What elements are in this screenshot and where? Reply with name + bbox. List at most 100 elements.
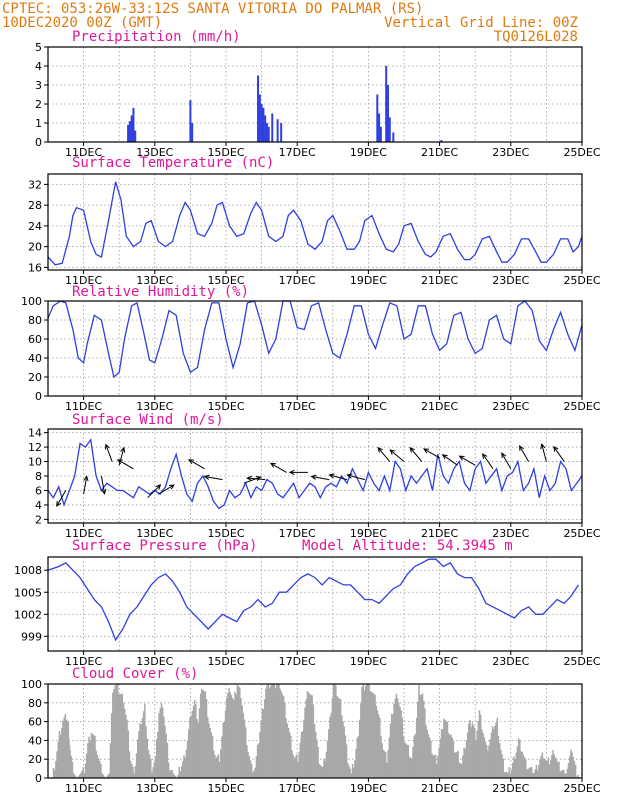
wind-arrow-shaft [377,447,391,462]
cloud-bar [336,696,338,778]
cloud-bar [444,720,446,778]
wind-arrow-shaft [519,445,530,462]
cloud-bar [140,724,143,778]
cloud-bar [134,766,137,778]
cloud-bar [275,684,278,778]
cloud-bar [513,756,515,778]
cloud-bar [417,701,419,778]
cloud-bar [382,749,385,778]
wind-arrow-head [56,501,62,508]
humidity-title: Relative Humidity (%) [72,284,249,300]
cloud-bar [322,766,324,778]
pressure-xtick-label: 17DEC [279,655,316,668]
cloud-bar [150,758,152,778]
temperature-xtick-label: 25DEC [563,274,600,287]
cloud-bar [445,721,448,778]
cloud-bar [428,737,431,778]
cloud-bar [443,718,445,778]
cloud-bar [539,759,541,778]
wind-arrow [501,452,512,470]
humidity-ytick-label: 80 [28,314,42,327]
humidity-ytick-label: 60 [28,333,42,346]
cloud-bar [520,751,522,778]
precipitation-xtick-label: 13DEC [136,146,173,159]
cloud-bar [116,684,119,778]
cloud-bar [106,776,108,778]
cloud-bar [229,692,232,778]
cloud-bar [413,735,415,778]
wind-arrow-head [540,443,546,450]
cloud-bar [163,716,165,778]
wind-arrow-head [246,475,253,482]
cloud-xtick-label: 19DEC [350,782,387,795]
cloud-bar [567,762,570,778]
precip-bar [376,94,379,142]
cloud-bar [234,691,236,778]
cloud-bar [491,726,494,778]
temperature-ytick-label: 24 [28,220,42,233]
cloud-bar [495,722,497,778]
cloud-bar [244,727,247,778]
pressure-xtick-label: 15DEC [207,655,244,668]
wind-xtick-label: 25DEC [563,527,600,540]
cloud-bar [113,689,115,778]
cloud-bar [431,753,433,778]
wind-arrow [147,484,162,499]
wind-arrow-head [120,446,126,453]
cloud-bar [235,694,237,778]
temperature-series-line [47,181,583,266]
wind-arrow-head [116,459,123,465]
cloud-bar [313,723,316,778]
precip-bar [264,115,267,142]
cloud-bar [326,740,329,778]
cloud-bar [572,757,574,778]
cloud-bar [534,769,537,778]
cloud-bar [265,688,267,778]
cloud-bar [320,766,323,778]
temperature-panel: 16 20 24 28 32 11DEC 13DEC 15DEC 17DEC 19DEC 21DEC… [28,173,601,287]
precipitation-xtick-label: 17DEC [279,146,316,159]
precipitation-ytick-label: 1 [35,117,42,130]
wind-ytick-label: 8 [35,470,42,483]
humidity-panel: 0 20 40 60 80 100 11DEC 13DEC 15DEC 17DEC 19DEC 21D… [21,295,601,413]
cloud-bar [142,711,145,778]
cloud-bar [519,739,521,778]
cloud-bar [364,685,367,778]
cloud-bar [521,751,523,778]
wind-arrow-head [83,475,89,482]
cloud-bar [242,713,245,778]
cloud-bar [446,721,449,778]
cloud-bar [432,755,434,778]
cloud-xtick-label: 21DEC [421,782,458,795]
cloud-bar [165,733,167,778]
cloud-bar [126,719,128,778]
cloud-bar [439,738,442,778]
cloud-bar [287,727,290,778]
cloud-bar [189,717,191,778]
cloud-bar [228,688,230,778]
cloud-bar [271,684,273,778]
wind-arrow-shaft [188,459,205,470]
cloud-bar [415,717,418,778]
wind-ytick-label: 2 [35,513,42,526]
wind-arrow [116,459,134,470]
cloud-bar [278,684,280,778]
precip-bar [271,113,274,142]
cloud-bar [309,693,311,778]
precip-bar [379,126,382,142]
cloud-bar [350,773,353,778]
cloud-bar [349,768,351,778]
precipitation-frame [47,46,583,143]
cloud-bar [272,684,274,778]
wind-arrow-shaft [459,455,476,466]
wind-arrow-shaft [270,462,287,473]
wind-arrow [441,454,458,466]
cloud-bar [563,769,565,778]
precipitation-xtick-label: 11DEC [65,146,102,159]
cloud-bar [148,754,151,778]
cloud-bar [419,694,421,778]
cloud-bar [366,684,368,778]
cloud-bar [292,754,294,778]
cloud-bar [296,754,298,778]
wind-arrow-head [310,474,317,480]
